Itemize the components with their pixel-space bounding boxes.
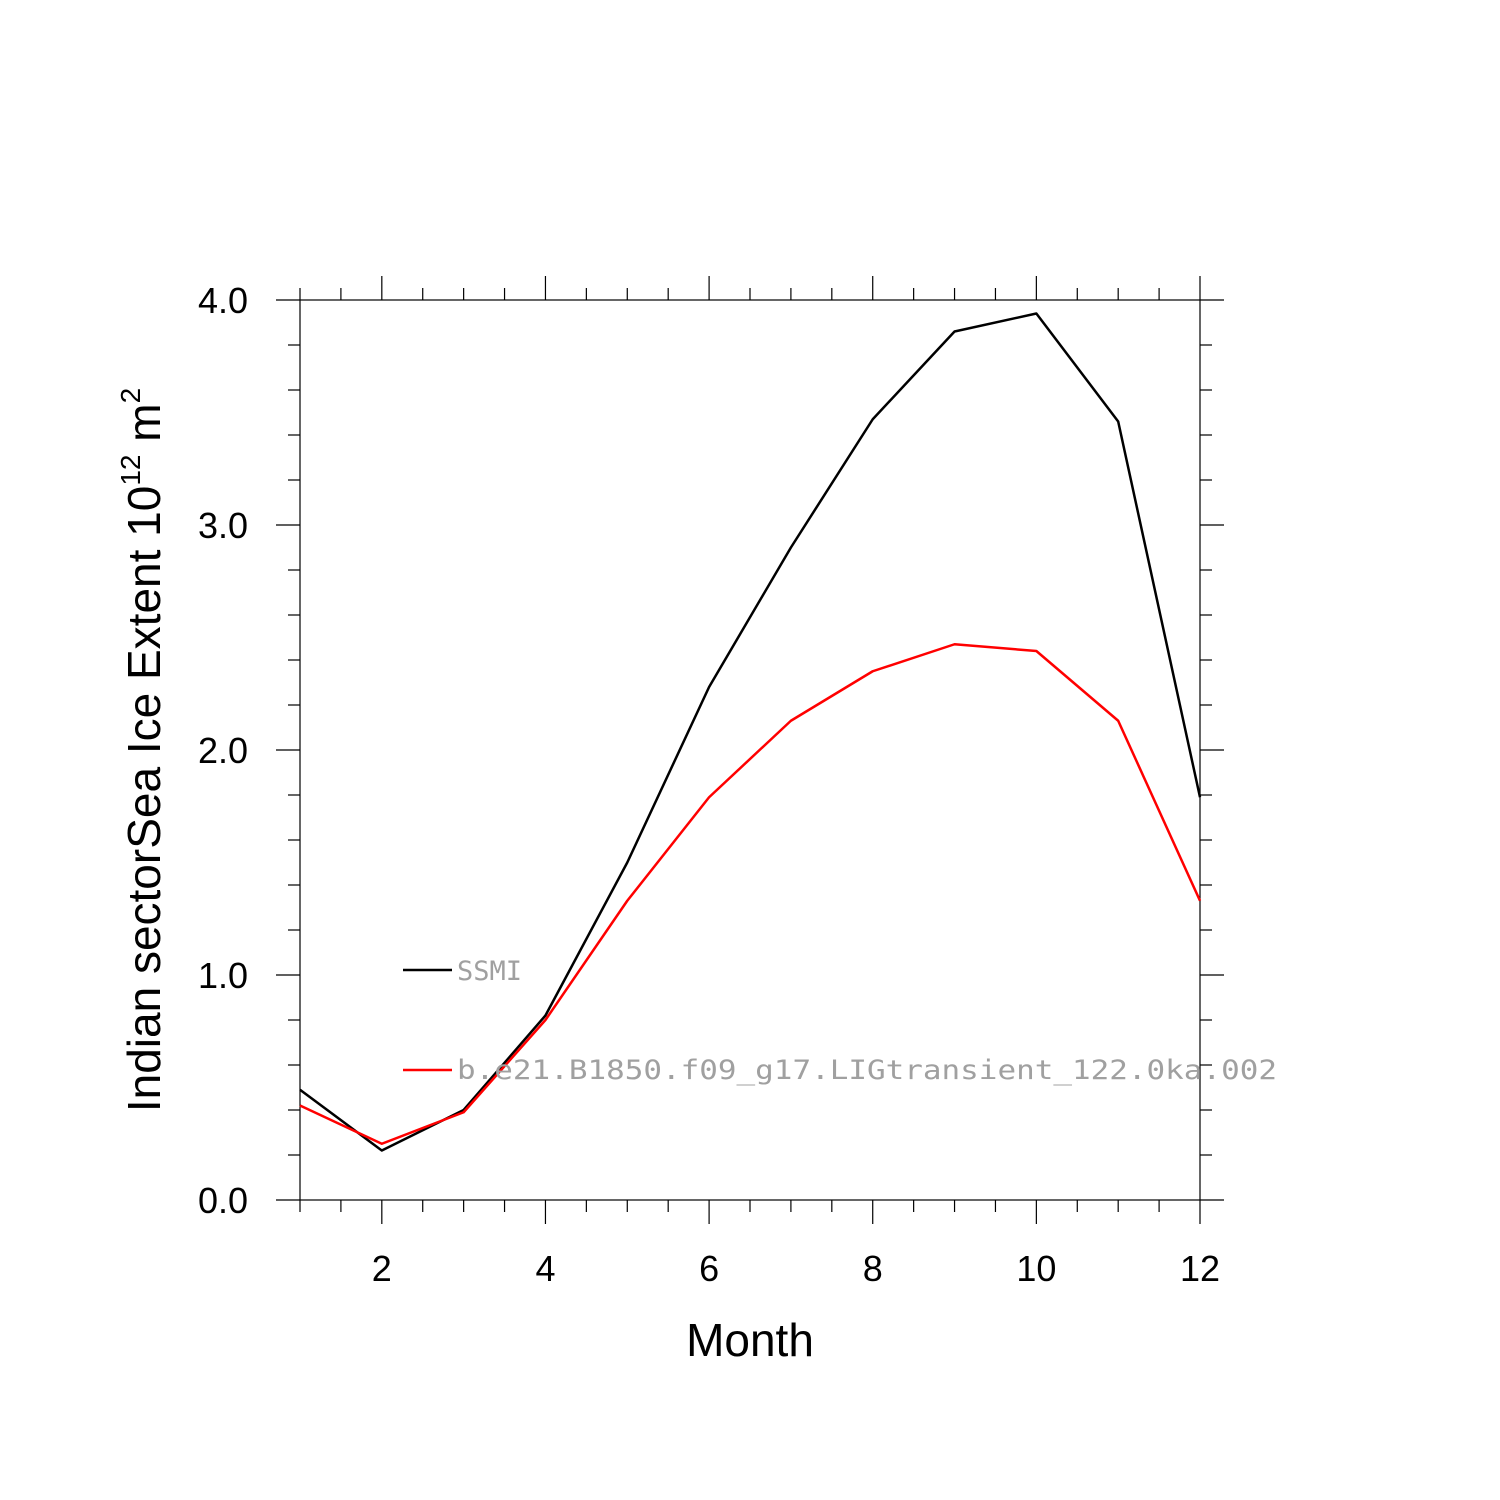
x-tick-label: 12 xyxy=(1180,1248,1220,1289)
x-tick-labels: 2 4 6 8 10 12 xyxy=(372,1248,1220,1289)
legend-label-model: b.e21.B1850.f09_g17.LIGtransient_122.0ka… xyxy=(457,1055,1277,1086)
y-axis-label-exponent: 12 xyxy=(115,455,146,486)
x-tick-label: 4 xyxy=(535,1248,555,1289)
x-tick-label: 8 xyxy=(863,1248,883,1289)
y-axis-label-main: Indian sectorSea Ice Extent 10 xyxy=(118,486,170,1113)
y-tick-label: 3.0 xyxy=(198,505,248,546)
y-tick-label: 2.0 xyxy=(198,730,248,771)
y-tick-label: 0.0 xyxy=(198,1180,248,1221)
y-axis-label: Indian sectorSea Ice Extent 1012 m2 xyxy=(115,388,170,1112)
y-axis-label-unit-exponent: 2 xyxy=(115,388,146,404)
x-tick-label: 6 xyxy=(699,1248,719,1289)
y-tick-label: 1.0 xyxy=(198,955,248,996)
series-lines xyxy=(299,312,1202,1152)
y-tick-label: 4.0 xyxy=(198,280,248,321)
x-tick-label: 10 xyxy=(1016,1248,1056,1289)
series-line-1 xyxy=(299,643,1202,1145)
series-line-0 xyxy=(299,312,1202,1152)
legend-label-ssmi: SSMI xyxy=(457,956,522,987)
legend: SSMI b.e21.B1850.f09_g17.LIGtransient_12… xyxy=(403,956,1277,1086)
axis-ticks xyxy=(276,276,1224,1224)
y-axis-label-unit: m xyxy=(118,403,170,454)
x-tick-label: 2 xyxy=(372,1248,392,1289)
y-tick-labels: 0.0 1.0 2.0 3.0 4.0 xyxy=(198,280,248,1221)
x-axis-label: Month xyxy=(686,1314,814,1366)
